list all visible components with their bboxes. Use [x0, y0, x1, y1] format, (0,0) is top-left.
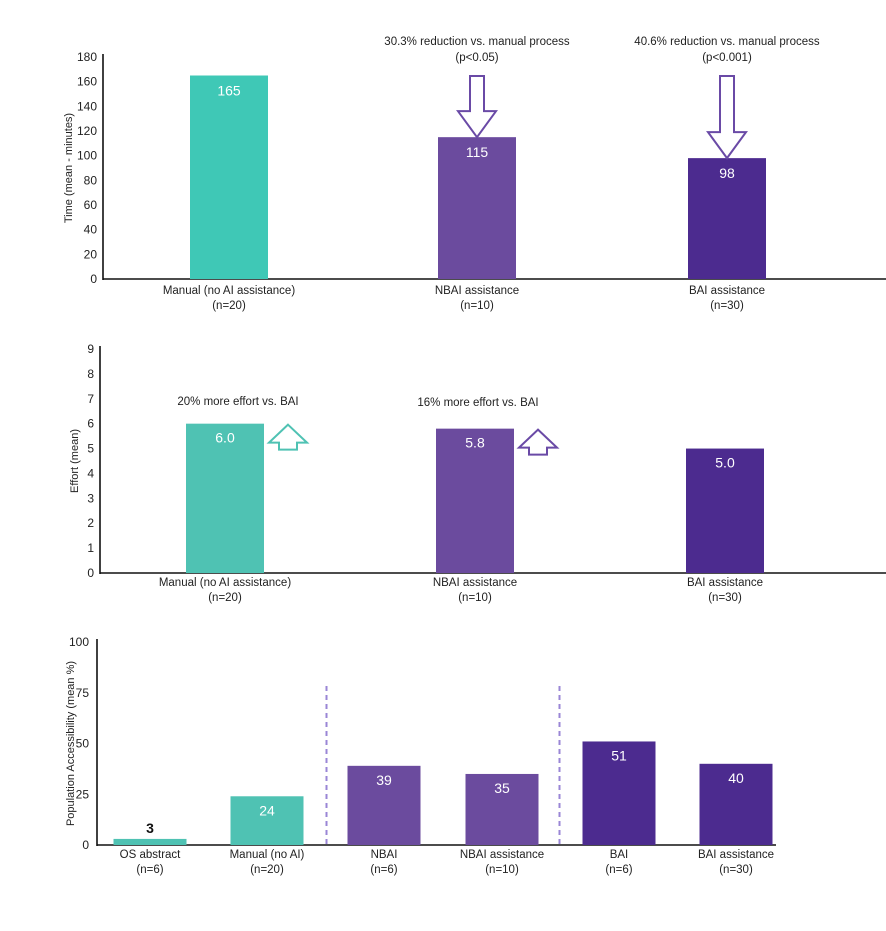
up-arrow-icon — [516, 428, 560, 456]
bar-value-label: 115 — [466, 144, 489, 160]
x-category-label: OS abstract — [120, 849, 182, 861]
y-tick-label: 50 — [76, 737, 90, 751]
y-tick-label: 6 — [87, 417, 94, 431]
x-category-label: Manual (no AI) — [230, 849, 305, 861]
bar-value-label: 5.8 — [465, 435, 485, 451]
bar — [436, 428, 514, 573]
y-tick-label: 25 — [76, 787, 90, 801]
annotation-pvalue: (p<0.001) — [702, 52, 752, 64]
bar-value-label: 24 — [259, 802, 275, 818]
bar — [347, 765, 421, 845]
x-category-label: NBAI assistance — [435, 285, 519, 297]
y-tick-label: 3 — [87, 491, 94, 505]
x-category-n-label: (n=10) — [485, 864, 519, 876]
x-category-label: BAI assistance — [687, 577, 763, 589]
bar-value-label: 40 — [728, 770, 744, 786]
bar-value-label: 51 — [611, 747, 627, 763]
bar — [438, 137, 516, 279]
bar-value-label: 98 — [719, 165, 735, 181]
x-category-label: NBAI assistance — [433, 577, 517, 589]
x-category-n-label: (n=30) — [710, 300, 744, 312]
bar-value-label: 39 — [376, 772, 392, 788]
bar-value-label: 5.0 — [715, 455, 735, 471]
y-tick-label: 8 — [87, 367, 94, 381]
bar — [465, 773, 539, 845]
x-category-n-label: (n=6) — [136, 864, 163, 876]
bar — [186, 423, 264, 573]
bar — [230, 796, 304, 845]
up-arrow-icon — [266, 423, 310, 451]
annotation-pvalue: (p<0.05) — [455, 52, 498, 64]
y-tick-label: 2 — [87, 516, 94, 530]
y-tick-label: 40 — [84, 223, 98, 237]
x-category-n-label: (n=6) — [370, 864, 397, 876]
bar — [686, 448, 764, 573]
x-category-n-label: (n=20) — [208, 592, 242, 604]
y-tick-label: 100 — [77, 149, 97, 163]
y-axis-title: Effort (mean) — [69, 429, 81, 493]
y-tick-label: 9 — [87, 342, 94, 356]
x-category-n-label: (n=30) — [719, 864, 753, 876]
x-category-label: Manual (no AI assistance) — [163, 285, 295, 297]
bar-value-label: 165 — [217, 83, 241, 99]
accessibility-chart: 0 25 50 75 100 Population Accessibility (mean… — [65, 635, 776, 876]
bar-value-label: 6.0 — [215, 430, 235, 446]
y-tick-label: 160 — [77, 75, 97, 89]
bar — [113, 838, 187, 845]
y-tick-label: 20 — [84, 247, 98, 261]
effort-chart: 0 1 2 3 4 5 6 7 8 9 Effort (mean) 6.0 Manual (no AI … — [69, 342, 886, 604]
down-arrow-icon — [456, 75, 498, 139]
bar-value-label: 3 — [146, 820, 154, 836]
y-tick-label: 80 — [84, 173, 98, 187]
y-tick-label: 0 — [87, 566, 94, 580]
time-chart: 0 20 40 60 80 100 120 140 160 180 Time (mean - min… — [63, 36, 886, 312]
y-tick-label: 180 — [77, 50, 97, 64]
annotation-text: 30.3% reduction vs. manual process — [384, 36, 570, 48]
y-tick-label: 120 — [77, 124, 97, 138]
y-tick-label: 7 — [87, 392, 94, 406]
x-category-n-label: (n=30) — [708, 592, 742, 604]
bar — [699, 763, 773, 845]
y-tick-label: 140 — [77, 99, 97, 113]
y-tick-label: 0 — [90, 272, 97, 286]
y-axis-title: Population Accessibility (mean %) — [65, 661, 77, 826]
x-category-label: BAI — [610, 849, 629, 861]
y-tick-label: 5 — [87, 442, 94, 456]
x-category-label: BAI assistance — [689, 285, 765, 297]
annotation-text: 20% more effort vs. BAI — [177, 396, 298, 408]
y-tick-label: 60 — [84, 198, 98, 212]
y-tick-label: 1 — [87, 541, 94, 555]
x-category-n-label: (n=6) — [605, 864, 632, 876]
bar — [190, 75, 268, 279]
x-category-n-label: (n=20) — [212, 300, 246, 312]
y-tick-label: 75 — [76, 686, 90, 700]
bar — [582, 741, 656, 845]
x-category-label: Manual (no AI assistance) — [159, 577, 291, 589]
x-category-n-label: (n=20) — [250, 864, 284, 876]
bar-value-label: 35 — [494, 780, 510, 796]
x-category-label: BAI assistance — [698, 849, 774, 861]
y-tick-label: 100 — [69, 635, 89, 649]
x-category-n-label: (n=10) — [460, 300, 494, 312]
down-arrow-icon — [706, 75, 748, 160]
annotation-text: 40.6% reduction vs. manual process — [634, 36, 820, 48]
y-tick-label: 4 — [87, 466, 94, 480]
x-category-label: NBAI — [371, 849, 398, 861]
annotation-text: 16% more effort vs. BAI — [417, 397, 538, 409]
x-category-label: NBAI assistance — [460, 849, 544, 861]
y-axis-title: Time (mean - minutes) — [63, 113, 75, 223]
bar — [688, 158, 766, 279]
x-category-n-label: (n=10) — [458, 592, 492, 604]
y-tick-label: 0 — [82, 838, 89, 852]
